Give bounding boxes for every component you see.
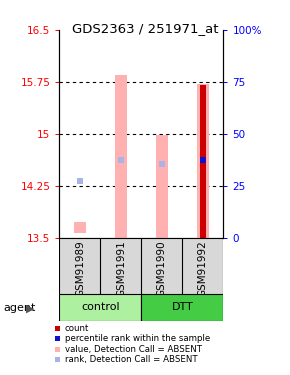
Text: percentile rank within the sample: percentile rank within the sample — [65, 334, 210, 343]
Bar — [156, 135, 168, 238]
Text: count: count — [65, 324, 89, 333]
Text: GSM91990: GSM91990 — [157, 240, 167, 297]
Text: rank, Detection Call = ABSENT: rank, Detection Call = ABSENT — [65, 355, 197, 364]
Text: GDS2363 / 251971_at: GDS2363 / 251971_at — [72, 22, 218, 35]
Text: agent: agent — [3, 303, 35, 313]
Text: ▶: ▶ — [26, 303, 35, 313]
Text: GSM91992: GSM91992 — [198, 240, 208, 297]
Bar — [74, 222, 86, 232]
Bar — [142, 294, 223, 321]
Text: DTT: DTT — [171, 303, 193, 312]
Text: GSM91989: GSM91989 — [75, 240, 85, 297]
Text: GSM91991: GSM91991 — [116, 240, 126, 297]
Bar — [59, 294, 142, 321]
Bar — [115, 75, 127, 238]
Text: control: control — [81, 303, 120, 312]
Text: value, Detection Call = ABSENT: value, Detection Call = ABSENT — [65, 345, 202, 354]
Bar — [200, 85, 206, 238]
Bar — [197, 84, 209, 238]
